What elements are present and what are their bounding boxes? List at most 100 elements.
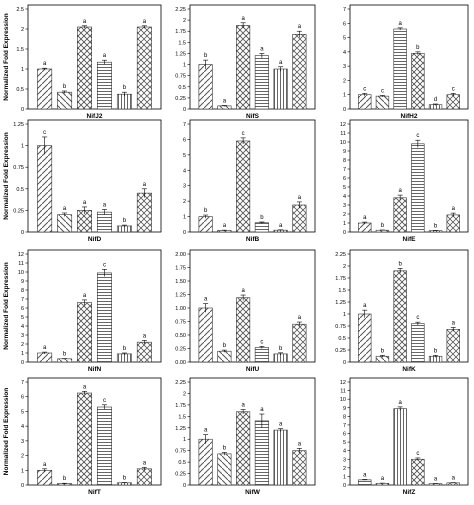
- bar: [273, 429, 288, 486]
- y-tick-label: 6: [21, 306, 24, 312]
- bar: [37, 145, 53, 233]
- bar: [236, 411, 251, 486]
- y-tick-label: 0.75: [175, 74, 186, 80]
- y-tick-label: 0.5: [178, 460, 186, 466]
- y-tick-label: 0: [343, 360, 346, 366]
- y-tick-label: 1.75: [335, 276, 346, 282]
- significance-letter: a: [260, 407, 264, 413]
- significance-letter: a: [279, 223, 283, 229]
- y-tick-label: 8: [343, 158, 346, 164]
- y-tick-label: 2: [343, 212, 346, 218]
- y-tick-label: 7: [343, 423, 346, 429]
- plot-frame: [349, 119, 469, 233]
- significance-letter: a: [103, 53, 107, 59]
- significance-letter: a: [452, 320, 456, 326]
- bar: [37, 352, 53, 363]
- y-tick-label: 1.25: [335, 300, 346, 306]
- y-axis-label: Normalized Fold Expression: [3, 13, 10, 100]
- bar: [358, 313, 372, 363]
- y-tick-label: 5: [21, 409, 24, 415]
- significance-letter: a: [103, 203, 107, 209]
- bar: [77, 302, 93, 363]
- bar: [57, 358, 73, 363]
- significance-letter: a: [279, 60, 283, 66]
- plot-frame: [27, 249, 162, 363]
- y-tick-label: 10: [340, 397, 346, 403]
- significance-letter: a: [83, 293, 87, 299]
- x-axis-label: NifE: [403, 236, 417, 243]
- y-tick-label: 1.25: [175, 426, 186, 432]
- bar: [57, 214, 73, 233]
- significance-letter: b: [434, 348, 438, 354]
- significance-letter: a: [143, 182, 147, 188]
- bar: [393, 270, 407, 363]
- y-tick-label: 6: [343, 176, 346, 182]
- y-tick-label: 0.25: [13, 208, 24, 214]
- y-tick-label: 1: [183, 437, 186, 443]
- significance-letter: a: [363, 472, 367, 478]
- y-tick-label: 1.25: [13, 122, 24, 128]
- significance-letter: c: [452, 86, 455, 92]
- y-tick-label: 6: [183, 137, 186, 143]
- bar: [116, 225, 132, 233]
- y-tick-label: 3: [343, 457, 346, 463]
- y-tick-label: 0: [21, 230, 24, 236]
- bar: [446, 482, 460, 486]
- bar: [136, 468, 152, 486]
- y-tick-label: 6: [343, 21, 346, 27]
- y-tick-label: 0: [343, 483, 346, 489]
- y-tick-label: 7: [343, 167, 346, 173]
- y-tick-label: 9: [343, 149, 346, 155]
- significance-letter: b: [223, 343, 227, 349]
- y-tick-label: 1: [343, 93, 346, 99]
- y-tick-label: 4: [343, 449, 346, 455]
- bar: [411, 52, 425, 110]
- y-tick-label: 1: [21, 468, 24, 474]
- bar: [428, 483, 443, 486]
- y-tick-label: 0.5: [338, 336, 346, 342]
- y-tick-label: 3: [343, 64, 346, 70]
- significance-letter: c: [103, 398, 106, 404]
- significance-letter: a: [43, 462, 47, 468]
- y-tick-label: 2.5: [16, 7, 24, 13]
- y-tick-label: 4: [21, 424, 24, 430]
- y-tick-label: 3: [21, 439, 24, 445]
- significance-letter: a: [260, 46, 264, 52]
- bar: [236, 297, 251, 363]
- y-tick-label: 2.25: [335, 252, 346, 258]
- y-tick-label: 9: [343, 406, 346, 412]
- y-tick-label: 11: [18, 261, 24, 267]
- plot-frame: [189, 249, 316, 363]
- significance-letter: a: [381, 476, 385, 482]
- significance-letter: c: [416, 133, 419, 139]
- bar: [254, 420, 269, 486]
- y-tick-label: 2: [343, 466, 346, 472]
- bar: [393, 408, 407, 486]
- y-tick-label: 12: [18, 252, 24, 258]
- x-axis-label: NifB: [246, 236, 260, 243]
- y-tick-label: 0.25: [175, 96, 186, 102]
- y-tick-label: 0: [183, 483, 186, 489]
- y-tick-label: 10: [18, 270, 24, 276]
- y-tick-label: 6: [21, 395, 24, 401]
- y-tick-label: 0: [21, 107, 24, 113]
- significance-letter: a: [398, 188, 402, 194]
- bar: [446, 214, 460, 233]
- y-tick-label: 2: [21, 342, 24, 348]
- significance-letter: a: [398, 21, 402, 27]
- plot-frame: [27, 4, 162, 110]
- significance-letter: a: [143, 19, 147, 25]
- bar: [411, 323, 425, 363]
- y-tick-label: 2: [21, 27, 24, 33]
- bar: [217, 453, 232, 486]
- bar: [236, 25, 251, 110]
- y-tick-label: 1.5: [338, 288, 346, 294]
- y-tick-label: 0.75: [175, 320, 186, 326]
- significance-letter: d: [434, 97, 437, 103]
- significance-letter: a: [452, 476, 456, 482]
- y-tick-label: 5: [343, 185, 346, 191]
- x-axis-label: NifD: [88, 236, 102, 243]
- panel-nifh2: 0 1 2 3 4 5 6 7 c c a b d c NifH2: [343, 4, 469, 120]
- bar: [198, 438, 213, 486]
